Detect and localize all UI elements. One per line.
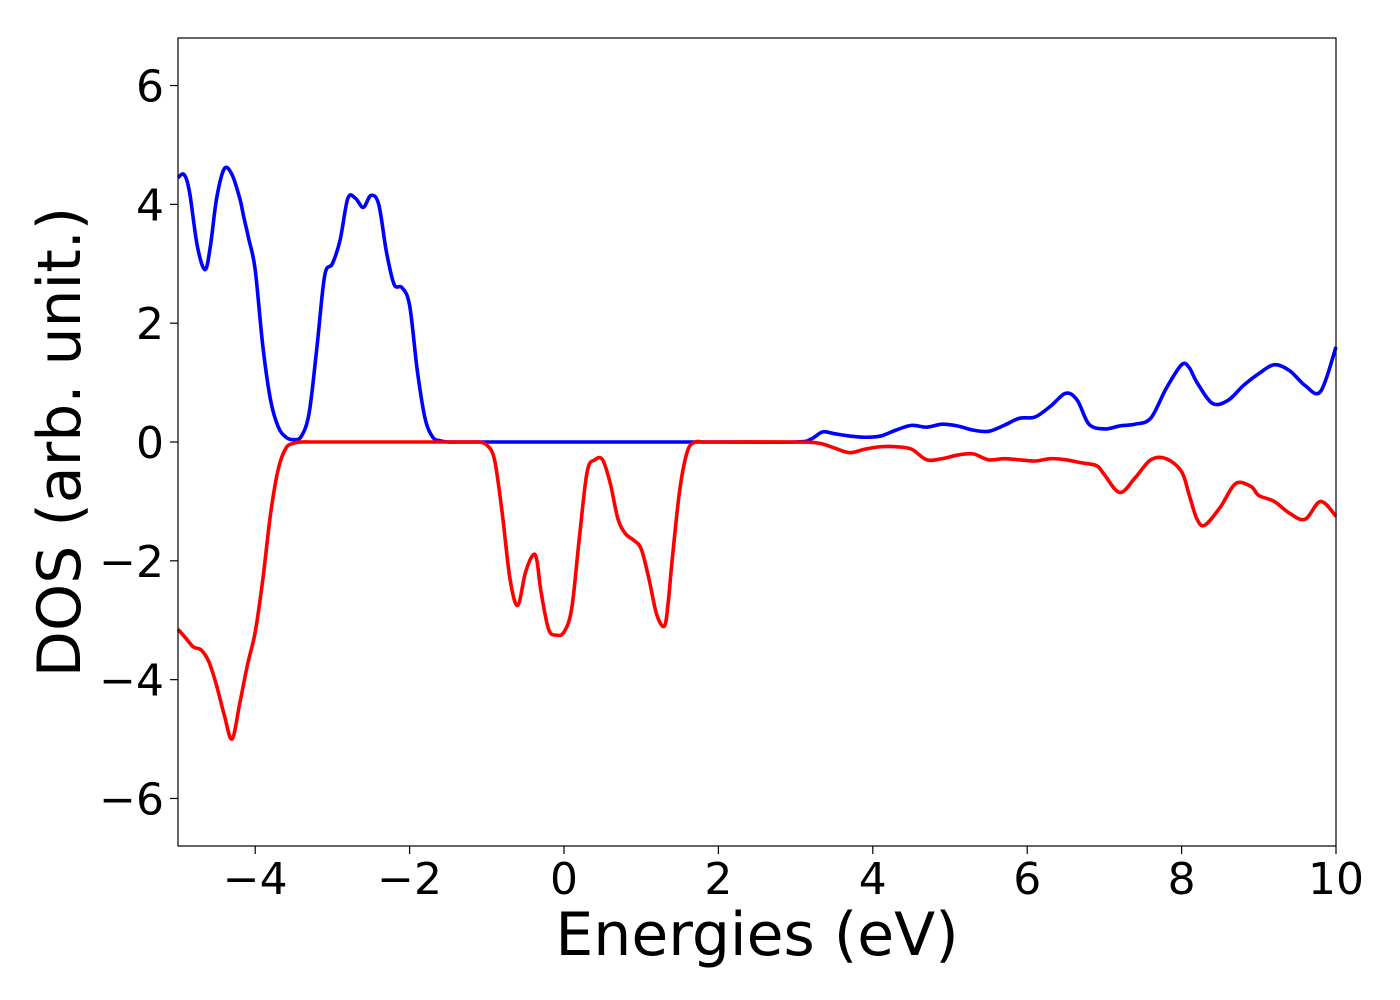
x-axis-ticks: −4 −2 0 2 4 6 8 10 <box>223 846 1364 905</box>
x-axis-label: Energies (eV) <box>555 900 958 970</box>
y-tick-label: 2 <box>136 299 164 350</box>
x-tick-label: 6 <box>1013 854 1041 905</box>
series-line-2 <box>176 439 1338 741</box>
x-tick-label: 2 <box>704 854 732 905</box>
x-tick-label: 10 <box>1308 854 1364 905</box>
y-tick-label: 4 <box>136 180 164 231</box>
y-tick-label: −4 <box>99 656 164 707</box>
x-tick-label: 8 <box>1168 854 1196 905</box>
plot-frame <box>177 37 1337 847</box>
x-tick-label: 4 <box>859 854 887 905</box>
x-tick-label: −2 <box>377 854 442 905</box>
x-tick-label: 0 <box>550 854 578 905</box>
y-axis-ticks: −6 −4 −2 0 2 4 6 <box>99 62 178 825</box>
y-axis-label: DOS (arb. unit.) <box>25 207 95 677</box>
y-tick-label: 6 <box>136 62 164 113</box>
y-tick-label: 0 <box>136 418 164 469</box>
series-layer <box>176 165 1338 741</box>
x-tick-label: −4 <box>223 854 288 905</box>
y-tick-label: −6 <box>99 774 164 825</box>
y-tick-label: −2 <box>99 537 164 588</box>
